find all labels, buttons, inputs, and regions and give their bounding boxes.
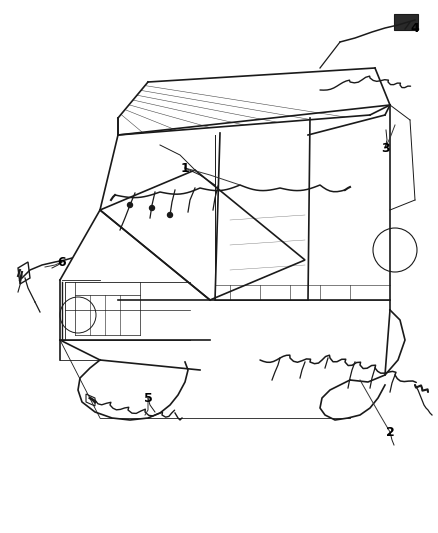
Text: 2: 2 — [385, 425, 394, 439]
Text: 5: 5 — [144, 392, 152, 405]
Text: 4: 4 — [411, 21, 419, 35]
Circle shape — [167, 213, 173, 217]
Text: 3: 3 — [381, 141, 389, 155]
Circle shape — [127, 203, 133, 207]
Circle shape — [149, 206, 155, 211]
Text: 1: 1 — [180, 161, 189, 174]
Text: 6: 6 — [58, 255, 66, 269]
FancyBboxPatch shape — [394, 14, 418, 30]
